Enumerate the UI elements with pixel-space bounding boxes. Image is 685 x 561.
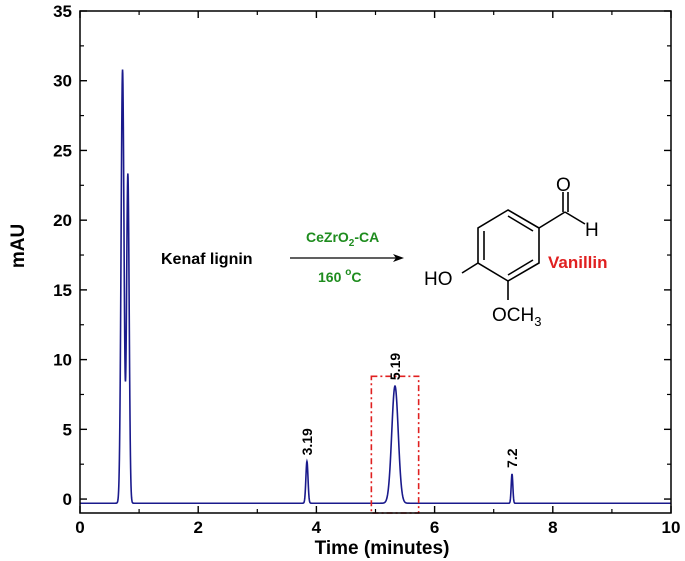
x-tick-label-4: 8 [548, 518, 557, 537]
peak-label-3: 5.19 [387, 353, 403, 380]
carbonyl-oxygen-label: O [556, 175, 571, 196]
y-tick-label-2: 10 [53, 351, 72, 370]
y-tick-label-7: 35 [53, 2, 72, 21]
benzene-ring [477, 209, 540, 282]
peak-label-2: 3.19 [299, 428, 315, 455]
reaction-arrow-head [393, 254, 404, 262]
hydroxyl-bond [461, 262, 479, 274]
catalyst-suffix: -CA [354, 229, 379, 245]
temperature-label: 160 oC [318, 267, 361, 285]
x-axis-title: Time (minutes) [315, 538, 450, 559]
product-name-label: Vanillin [548, 253, 608, 272]
y-tick-label-3: 15 [53, 281, 72, 300]
aldehyde-bond [538, 211, 566, 229]
temperature-value: 160 [318, 269, 345, 285]
x-tick-label-1: 2 [193, 518, 202, 537]
x-tick-label-3: 6 [430, 518, 439, 537]
hydroxyl-label: HO [424, 269, 453, 290]
peak-label-4: 7.2 [504, 448, 520, 468]
aldehyde-h-bond [564, 211, 586, 225]
methoxy-subscript: 3 [534, 314, 541, 329]
vanillin-structure [461, 192, 586, 300]
reactant-label: Kenaf lignin [161, 251, 253, 268]
y-tick-label-0: 0 [63, 490, 72, 509]
highlight-box [370, 375, 420, 514]
methoxy-main: OCH [492, 305, 534, 326]
degree-sign: o [345, 267, 351, 278]
methoxy-label: OCH3 [492, 305, 541, 329]
ring-double-bond-2 [507, 259, 534, 276]
catalyst-subscript: 2 [349, 238, 355, 249]
x-tick-label-0: 0 [75, 518, 84, 537]
reaction-annotation: Kenaf lignin CeZrO2-CA 160 oC [161, 229, 404, 285]
ring-double-bond-1 [507, 215, 534, 232]
temperature-unit: C [351, 269, 361, 285]
signal-trace [80, 69, 671, 505]
y-tick-label-6: 30 [53, 72, 72, 91]
x-tick-label-5: 10 [662, 518, 681, 537]
y-axis-title: mAU [8, 224, 29, 268]
catalyst-main: CeZrO [306, 229, 349, 245]
plot-layer: 3.19 5.19 7.2 [80, 69, 671, 514]
y-tick-label-4: 20 [53, 211, 72, 230]
y-tick-label-1: 5 [63, 420, 72, 439]
aldehyde-hydrogen-label: H [585, 220, 599, 241]
y-tick-label-5: 25 [53, 141, 72, 160]
axes-layer: 0 2 4 6 8 10 0 5 10 15 20 25 30 35 [53, 2, 680, 537]
catalyst-label: CeZrO2-CA [306, 229, 379, 249]
x-tick-label-2: 4 [312, 518, 322, 537]
